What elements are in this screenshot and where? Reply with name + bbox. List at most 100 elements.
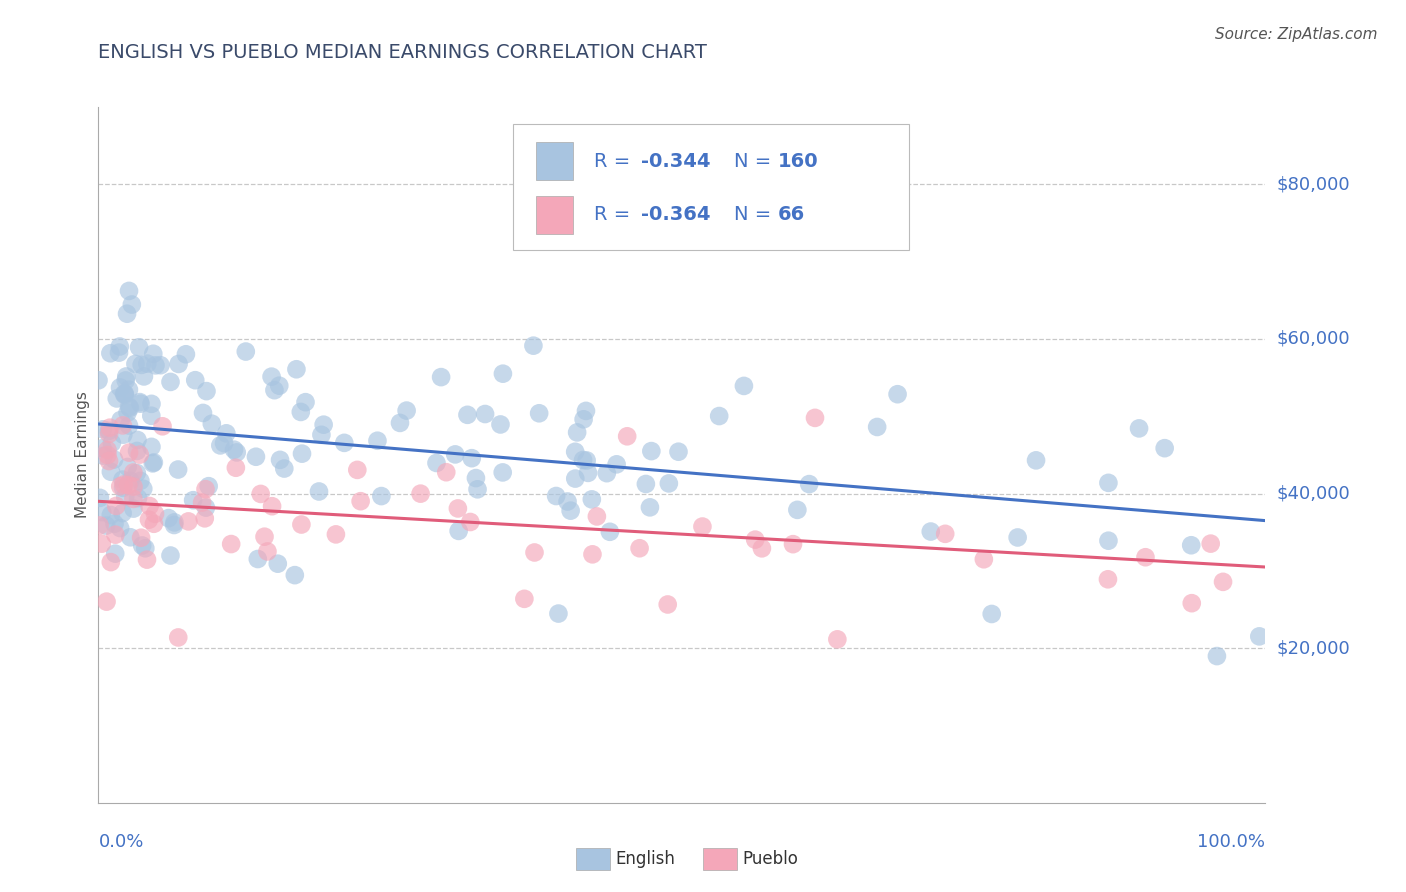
- Point: [246, 552, 269, 566]
- Point: [634, 477, 657, 491]
- Point: [460, 515, 482, 529]
- Point: [89, 518, 111, 533]
- Point: [112, 427, 135, 442]
- Point: [163, 518, 186, 533]
- Point: [465, 471, 488, 485]
- Point: [197, 479, 219, 493]
- Point: [96, 442, 118, 457]
- Point: [434, 465, 457, 479]
- Point: [115, 369, 138, 384]
- Point: [692, 519, 714, 533]
- Point: [128, 340, 150, 354]
- Point: [527, 406, 550, 420]
- Point: [262, 499, 284, 513]
- Point: [194, 482, 217, 496]
- Point: [709, 409, 731, 423]
- Point: [118, 383, 141, 397]
- Point: [114, 388, 136, 402]
- Point: [122, 491, 145, 506]
- Point: [1007, 531, 1029, 545]
- Point: [1153, 441, 1175, 455]
- Point: [581, 547, 603, 561]
- Point: [110, 479, 132, 493]
- Point: [245, 450, 267, 464]
- Y-axis label: Median Earnings: Median Earnings: [75, 392, 90, 518]
- Text: R =: R =: [595, 152, 637, 170]
- Point: [744, 533, 766, 547]
- Point: [142, 347, 165, 361]
- Point: [658, 476, 681, 491]
- Point: [191, 495, 214, 509]
- Point: [215, 426, 238, 441]
- Point: [456, 408, 478, 422]
- Point: [118, 445, 141, 459]
- Point: [124, 357, 146, 371]
- Point: [91, 422, 114, 436]
- Point: [122, 480, 145, 494]
- Point: [325, 527, 347, 541]
- Point: [733, 379, 755, 393]
- Point: [256, 544, 278, 558]
- Point: [346, 463, 368, 477]
- Point: [159, 549, 181, 563]
- Text: 160: 160: [778, 152, 818, 170]
- Point: [100, 555, 122, 569]
- Point: [284, 568, 307, 582]
- Point: [212, 436, 235, 450]
- Point: [751, 541, 773, 556]
- Text: Pueblo: Pueblo: [742, 850, 799, 868]
- Point: [782, 537, 804, 551]
- Point: [628, 541, 651, 556]
- Point: [98, 426, 121, 441]
- Point: [128, 395, 150, 409]
- Text: $40,000: $40,000: [1277, 484, 1350, 502]
- Point: [110, 413, 132, 427]
- Point: [489, 417, 512, 432]
- Point: [112, 481, 135, 495]
- Point: [273, 461, 295, 475]
- Point: [120, 474, 142, 488]
- Point: [93, 449, 115, 463]
- Point: [474, 407, 496, 421]
- Point: [122, 466, 145, 480]
- Point: [201, 417, 224, 431]
- Point: [163, 516, 186, 530]
- Point: [141, 397, 163, 411]
- Point: [308, 484, 330, 499]
- Point: [581, 492, 603, 507]
- Point: [513, 591, 536, 606]
- FancyBboxPatch shape: [536, 142, 574, 180]
- Point: [370, 489, 392, 503]
- Point: [249, 487, 271, 501]
- FancyBboxPatch shape: [513, 124, 910, 250]
- Point: [219, 537, 242, 551]
- Point: [557, 494, 579, 508]
- Point: [546, 489, 568, 503]
- Point: [425, 456, 447, 470]
- Point: [1097, 475, 1119, 490]
- Point: [599, 524, 621, 539]
- Point: [114, 490, 136, 504]
- Point: [159, 375, 181, 389]
- Point: [564, 472, 586, 486]
- Point: [142, 516, 165, 531]
- Point: [395, 403, 418, 417]
- Point: [127, 491, 149, 505]
- Text: ENGLISH VS PUEBLO MEDIAN EARNINGS CORRELATION CHART: ENGLISH VS PUEBLO MEDIAN EARNINGS CORREL…: [98, 44, 707, 62]
- Point: [263, 383, 285, 397]
- Point: [409, 486, 432, 500]
- Point: [96, 448, 118, 462]
- Point: [111, 418, 134, 433]
- Point: [105, 392, 128, 406]
- Point: [1206, 649, 1229, 664]
- Point: [117, 406, 139, 420]
- Point: [547, 607, 569, 621]
- Point: [560, 503, 582, 517]
- Point: [112, 387, 135, 401]
- Point: [640, 444, 662, 458]
- Point: [388, 416, 411, 430]
- Point: [1097, 572, 1119, 586]
- Point: [141, 409, 163, 423]
- Point: [349, 494, 371, 508]
- Point: [333, 435, 356, 450]
